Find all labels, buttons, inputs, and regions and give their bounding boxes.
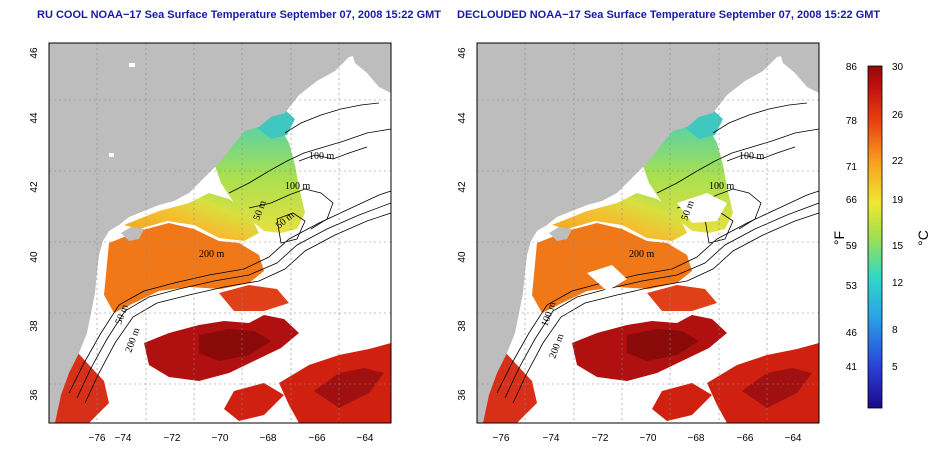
left-map-panel: 100 m 100 m 50 m 50 m 200 m 50 m 200 m [48, 42, 392, 424]
left-panel-title: RU COOL NOAA−17 Sea Surface Temperature … [37, 9, 442, 21]
lat-tick-label: 44 [29, 112, 40, 124]
celsius-tick-label: 19 [892, 195, 904, 206]
contour-label: 100 m [309, 151, 335, 162]
lon-tick-label: −68 [260, 433, 277, 444]
right-lon-axis: −76 −74 −72 −70 −68 −66 −64 [493, 433, 802, 444]
lon-tick-label: −64 [785, 433, 802, 444]
celsius-unit-label: °C [915, 230, 931, 246]
contour-label: 100 m [739, 151, 765, 162]
lat-tick-label: 36 [29, 389, 40, 401]
lat-tick-label: 46 [457, 47, 468, 59]
celsius-tick-label: 22 [892, 156, 904, 167]
fahrenheit-unit-label: °F [831, 231, 847, 245]
lon-tick-label: −76 [493, 433, 510, 444]
lon-tick-label: −74 [115, 433, 132, 444]
lat-tick-label: 42 [457, 181, 468, 193]
lon-tick-label: −76 [89, 433, 106, 444]
celsius-tick-label: 8 [892, 325, 898, 336]
fahrenheit-tick-label: 46 [846, 328, 858, 339]
fahrenheit-tick-label: 78 [846, 116, 858, 127]
lon-tick-label: −74 [543, 433, 560, 444]
lat-tick-label: 38 [29, 320, 40, 332]
left-map-frame [48, 42, 392, 424]
colorbar-fahrenheit-ticks: 86 78 71 66 59 53 46 41 [846, 62, 858, 373]
contour-label: 100 m [285, 181, 311, 192]
fahrenheit-tick-label: 53 [846, 281, 858, 292]
lon-tick-label: −68 [688, 433, 705, 444]
lat-tick-label: 46 [29, 47, 40, 59]
colorbar: 86 78 71 66 59 53 46 41 30 26 22 19 15 1… [831, 62, 931, 409]
lon-tick-label: −70 [212, 433, 229, 444]
colorbar-gradient [867, 65, 883, 409]
lat-tick-label: 36 [457, 389, 468, 401]
fahrenheit-tick-label: 86 [846, 62, 858, 73]
right-lat-axis: 46 44 42 40 38 36 [457, 47, 468, 401]
contour-label: 200 m [199, 249, 225, 260]
lat-tick-label: 44 [457, 112, 468, 124]
lat-tick-label: 40 [457, 251, 468, 263]
left-lon-axis: −76 −74 −72 −70 −68 −66 −64 [89, 433, 374, 444]
lat-tick-label: 42 [29, 181, 40, 193]
fahrenheit-tick-label: 71 [846, 162, 858, 173]
celsius-tick-label: 15 [892, 241, 904, 252]
lat-tick-label: 38 [457, 320, 468, 332]
fahrenheit-tick-label: 59 [846, 241, 858, 252]
lon-tick-label: −66 [309, 433, 326, 444]
celsius-tick-label: 26 [892, 110, 904, 121]
right-map-panel: 100 m 100 m 50 m 200 m 100 m 200 m [476, 42, 820, 424]
colorbar-celsius-ticks: 30 26 22 19 15 12 8 5 [892, 62, 904, 373]
lon-tick-label: −70 [640, 433, 657, 444]
contour-label: 200 m [629, 249, 655, 260]
lat-tick-label: 40 [29, 251, 40, 263]
fahrenheit-tick-label: 66 [846, 195, 858, 206]
celsius-tick-label: 30 [892, 62, 904, 73]
lon-tick-label: −72 [164, 433, 181, 444]
fahrenheit-tick-label: 41 [846, 362, 858, 373]
right-map-frame [476, 42, 820, 424]
celsius-tick-label: 5 [892, 362, 898, 373]
right-panel-title: DECLOUDED NOAA−17 Sea Surface Temperatur… [457, 9, 881, 21]
left-lat-axis: 46 44 42 40 38 36 [29, 47, 40, 401]
celsius-tick-label: 12 [892, 278, 904, 289]
lon-tick-label: −64 [357, 433, 374, 444]
contour-label: 100 m [709, 181, 735, 192]
lon-tick-label: −72 [592, 433, 609, 444]
lon-tick-label: −66 [737, 433, 754, 444]
